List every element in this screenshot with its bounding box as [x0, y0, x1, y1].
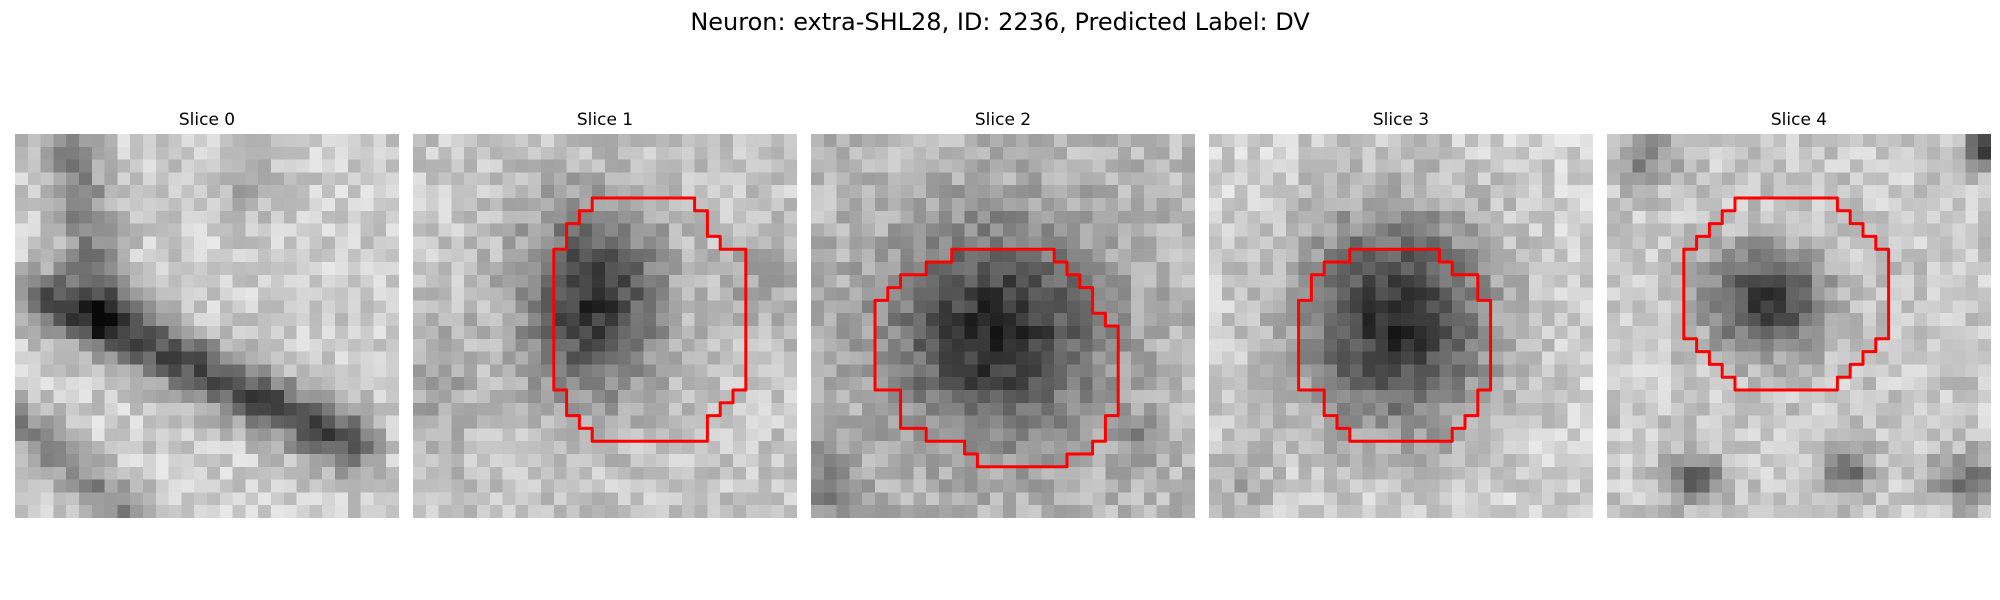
slice-title-2: Slice 2	[974, 110, 1032, 130]
slice-panel-3: Slice 3	[1209, 108, 1593, 518]
slice-image-0	[15, 134, 399, 518]
slice-image-1	[413, 134, 797, 518]
slice-title-4: Slice 4	[1770, 110, 1828, 130]
slice-panel-4: Slice 4	[1607, 108, 1991, 518]
slice-title-1: Slice 1	[576, 110, 634, 130]
slice-panel-2: Slice 2	[811, 108, 1195, 518]
roi-contour-1	[552, 196, 748, 443]
slice-title-3: Slice 3	[1372, 110, 1430, 130]
slice-image-3	[1209, 134, 1593, 518]
roi-contour-2	[873, 247, 1120, 469]
slice-panel-0: Slice 0	[15, 108, 399, 518]
slice-panel-1: Slice 1	[413, 108, 797, 518]
roi-contour-4	[1682, 196, 1891, 392]
slice-title-0: Slice 0	[178, 110, 236, 130]
figure-title: Neuron: extra-SHL28, ID: 2236, Predicted…	[690, 8, 1310, 36]
slice-image-4	[1607, 134, 1991, 518]
roi-contour-3	[1297, 247, 1493, 443]
slice-image-2	[811, 134, 1195, 518]
